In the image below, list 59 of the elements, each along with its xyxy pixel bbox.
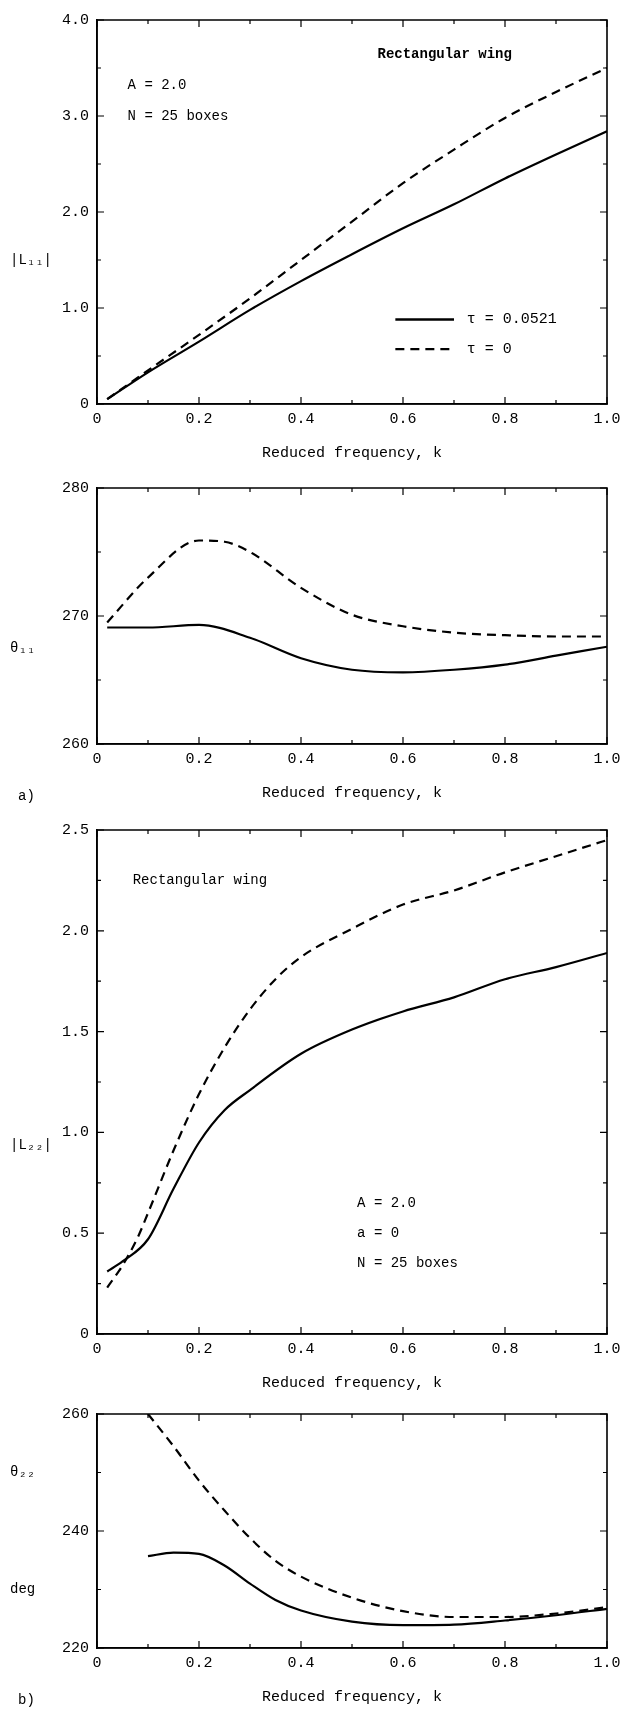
y-tick-label: 2.5 <box>61 821 89 839</box>
annotation: A = 2.0 <box>127 76 187 93</box>
x-tick-label: 0.4 <box>287 411 315 429</box>
y-tick-label: 1.0 <box>61 299 89 317</box>
x-tick-label: 0 <box>92 751 102 769</box>
x-tick-label: 0 <box>92 1655 102 1673</box>
y-tick-label: 0 <box>79 395 89 413</box>
y-tick-label: 3.0 <box>61 107 89 125</box>
x-tick-label: 0.2 <box>185 1655 213 1673</box>
y-tick-label: 1.5 <box>61 1023 89 1041</box>
y-tick-label: 260 <box>61 1405 89 1423</box>
x-tick-label: 0.4 <box>287 751 315 769</box>
y-tick-label: 280 <box>61 479 89 497</box>
annotation: Rectangular wing <box>132 872 268 889</box>
y-tick-label: 270 <box>61 607 89 625</box>
x-axis-title: Reduced frequency, k <box>261 1688 443 1706</box>
y-tick-label: 220 <box>61 1639 89 1657</box>
x-tick-label: 0.8 <box>491 1341 519 1359</box>
x-tick-label: 0.2 <box>185 751 213 769</box>
x-tick-label: 0.8 <box>491 1655 519 1673</box>
x-tick-label: 0.2 <box>185 411 213 429</box>
y-tick-label: 1.0 <box>61 1124 89 1142</box>
y-tick-label: 2.0 <box>61 922 89 940</box>
y-tick-label: 240 <box>61 1522 89 1540</box>
legend-label: τ = 0.0521 <box>466 311 557 329</box>
y-axis-title: |L₁₁| <box>10 251 53 268</box>
y-tick-label: 0.5 <box>61 1225 89 1243</box>
x-tick-label: 0.4 <box>287 1655 315 1673</box>
x-axis-title: Reduced frequency, k <box>261 1374 443 1392</box>
x-tick-label: 0.6 <box>389 411 417 429</box>
y-tick-label: 260 <box>61 735 89 753</box>
x-axis-title: Reduced frequency, k <box>261 784 443 802</box>
text: b) <box>18 1691 35 1708</box>
annotation: N = 25 boxes <box>357 1255 458 1272</box>
x-axis-title: Reduced frequency, k <box>261 444 443 462</box>
annotation: Rectangular wing <box>377 46 512 63</box>
x-tick-label: 0 <box>92 1341 102 1359</box>
x-tick-label: 0.8 <box>491 411 519 429</box>
y-tick-label: 0 <box>79 1325 89 1343</box>
x-tick-label: 1.0 <box>593 751 621 769</box>
annotation: N = 25 boxes <box>127 107 229 124</box>
x-tick-label: 0.4 <box>287 1341 315 1359</box>
x-tick-label: 1.0 <box>593 1341 621 1359</box>
x-tick-label: 0.6 <box>389 751 417 769</box>
text: a) <box>18 787 35 804</box>
y-tick-label: 2.0 <box>61 203 89 221</box>
y-axis-title: θ₁₁ <box>10 639 36 656</box>
x-tick-label: 0.8 <box>491 751 519 769</box>
annotation: a = 0 <box>357 1224 400 1241</box>
x-tick-label: 1.0 <box>593 411 621 429</box>
x-tick-label: 0.6 <box>389 1341 417 1359</box>
x-tick-label: 0 <box>92 411 102 429</box>
y-tick-label: 4.0 <box>61 11 89 29</box>
x-tick-label: 0.6 <box>389 1655 417 1673</box>
annotation: A = 2.0 <box>357 1194 416 1211</box>
legend-label: τ = 0 <box>466 341 512 359</box>
x-tick-label: 1.0 <box>593 1655 621 1673</box>
x-tick-label: 0.2 <box>185 1341 213 1359</box>
y-axis-title: |L₂₂| <box>10 1136 53 1153</box>
